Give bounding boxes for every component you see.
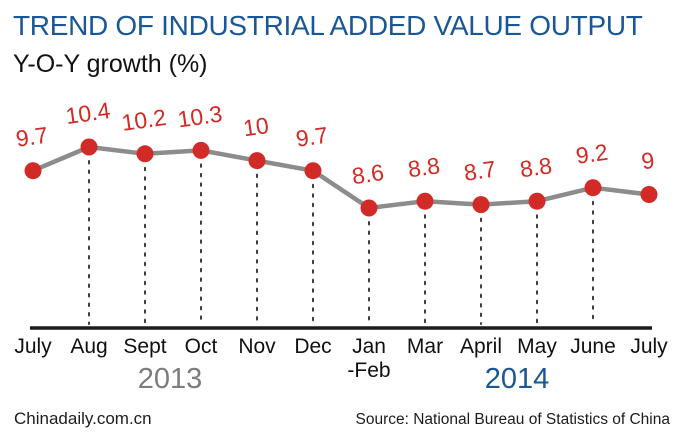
- data-point-label: 9.2: [574, 139, 609, 169]
- x-axis-label: June: [570, 335, 616, 358]
- data-point-label: 9.7: [14, 122, 49, 152]
- x-axis-label: Dec: [294, 335, 332, 358]
- data-point: [416, 192, 434, 210]
- data-point-label: 10.4: [64, 97, 112, 129]
- data-point-label: 8.8: [406, 152, 441, 182]
- year-label-2013: 2013: [137, 363, 203, 395]
- x-axis-label: April: [459, 335, 503, 358]
- data-point-label: 8.7: [462, 156, 497, 186]
- x-axis-label: Mar: [406, 335, 444, 358]
- data-point-label: 9: [640, 147, 656, 175]
- data-point: [192, 141, 210, 159]
- data-point: [304, 162, 322, 180]
- data-point: [360, 199, 378, 217]
- x-axis-label: July: [14, 335, 52, 358]
- x-axis-label: Sept: [123, 335, 167, 358]
- data-point-label: 10.2: [120, 104, 168, 136]
- data-point: [472, 196, 490, 214]
- x-axis-label: May: [517, 335, 557, 358]
- data-point-label: 9.7: [294, 122, 329, 152]
- data-point: [136, 145, 154, 163]
- data-point: [24, 162, 42, 180]
- x-axis-label: Oct: [184, 335, 218, 358]
- data-point: [584, 179, 602, 197]
- data-point: [528, 192, 546, 210]
- x-axis-label: Jan -Feb: [347, 335, 391, 382]
- x-axis-label: Aug: [70, 335, 108, 358]
- x-axis-label: Nov: [238, 335, 276, 358]
- data-point: [80, 138, 98, 156]
- year-label-2014: 2014: [484, 363, 550, 395]
- x-axis-label: July: [630, 335, 668, 358]
- data-point-label: 10.3: [176, 100, 224, 132]
- data-point: [248, 152, 266, 170]
- chart-title: TREND OF INDUSTRIAL ADDED VALUE OUTPUT: [13, 10, 643, 41]
- brand-credit: Chinadaily.com.cn: [14, 409, 152, 428]
- data-point-label: 8.6: [350, 159, 385, 189]
- series-line: [30, 144, 652, 211]
- chart-subtitle: Y-O-Y growth (%): [13, 50, 208, 78]
- data-point-label: 10: [241, 112, 270, 141]
- source-credit: Source: National Bureau of Statistics of…: [355, 411, 670, 428]
- data-point: [640, 186, 658, 203]
- data-point-label: 8.8: [518, 152, 553, 182]
